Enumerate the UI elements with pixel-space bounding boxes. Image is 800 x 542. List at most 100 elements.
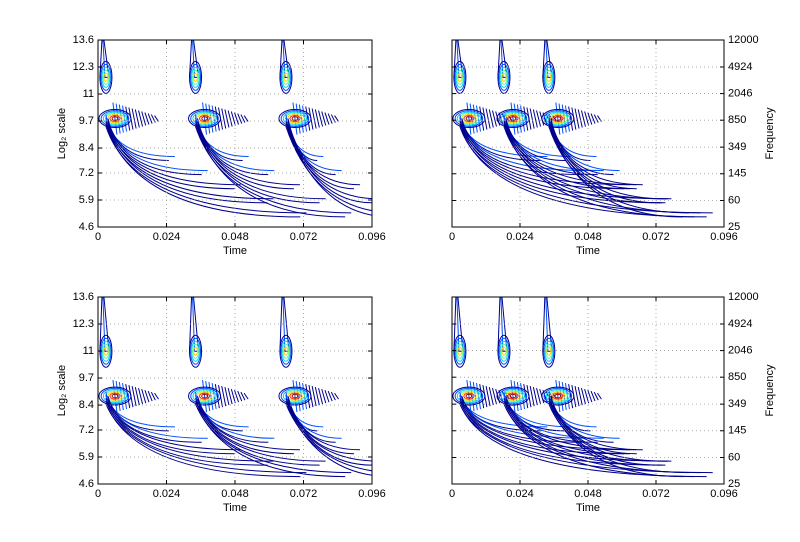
contour-blob	[547, 390, 568, 403]
contour-blob	[193, 72, 199, 82]
contour-blob	[196, 391, 213, 401]
contour-stripe	[334, 115, 339, 122]
contour-blob	[291, 393, 299, 399]
contour-blob	[498, 63, 510, 91]
contour-stripe	[324, 389, 330, 403]
contour-stripe	[590, 390, 596, 402]
contour-blob	[201, 116, 208, 121]
plot-area	[98, 40, 372, 218]
contour-tail	[197, 127, 320, 204]
contour-blob	[289, 392, 301, 400]
contour-stripe	[208, 382, 214, 411]
contour-stripe	[321, 111, 327, 126]
contour-blob	[287, 113, 303, 124]
contour-stripe	[227, 387, 233, 405]
contour-blob	[105, 112, 125, 125]
y-tick-label: 25	[728, 478, 740, 490]
contour-tail	[285, 126, 372, 212]
contour-stripe	[237, 113, 243, 124]
contour-blob	[550, 391, 566, 401]
contour-tail	[550, 118, 591, 162]
contour-tail	[505, 127, 663, 204]
contour-stripe	[112, 380, 118, 413]
contour-blob	[497, 60, 511, 94]
y-tick-label: 12000	[728, 291, 759, 303]
contour-tail	[197, 407, 346, 478]
contour-stripe	[305, 106, 311, 131]
contour-tail	[550, 124, 637, 190]
contour-stripe	[138, 387, 144, 405]
contour-blob	[103, 72, 109, 82]
y-tick-label: 5.9	[79, 451, 94, 463]
contour-blob	[457, 72, 463, 82]
contour-tail	[197, 130, 346, 218]
contour-stripe	[504, 391, 510, 401]
contour-stripe	[131, 386, 137, 407]
contour-blob	[543, 110, 573, 127]
y-tick-label: 12.3	[73, 61, 94, 73]
contour-stripe	[214, 384, 220, 409]
y-tick-label: 13.6	[73, 34, 94, 46]
contour-tail	[550, 130, 684, 218]
contour-stripe	[584, 388, 590, 404]
x-tick-label: 0.096	[710, 231, 738, 243]
x-tick-label: 0.048	[574, 231, 602, 243]
contour-stripe	[561, 382, 567, 411]
contour-tail	[287, 401, 355, 455]
x-tick-label: 0	[95, 488, 101, 500]
contour-blob	[278, 109, 312, 129]
contour-tail	[287, 398, 336, 443]
contour-blob	[453, 60, 467, 94]
contour-blob	[103, 346, 109, 356]
contour-blob	[554, 116, 562, 121]
contour-stripe	[202, 380, 208, 413]
y-tick-label: 11	[83, 345, 94, 357]
y-tick-label: 2046	[728, 344, 752, 356]
contour-blob	[281, 340, 291, 362]
contour-blob	[545, 389, 570, 404]
contour-blob	[542, 334, 556, 368]
y-tick-label: 9.7	[79, 372, 94, 384]
contour-blob	[109, 115, 121, 123]
contour-blob	[541, 109, 575, 129]
x-tick-label: 0.024	[506, 488, 534, 500]
contour-blob	[552, 392, 564, 400]
y-tick-label: 349	[728, 141, 746, 153]
y-tick-label: 11	[83, 88, 94, 100]
contour-blob	[496, 386, 530, 406]
contour-blob	[101, 66, 111, 88]
contour-blob	[456, 343, 464, 359]
contour-stripe	[118, 104, 124, 133]
contour-blob	[499, 340, 509, 362]
contour-stripe	[202, 102, 208, 135]
contour-blob	[545, 343, 553, 359]
y-tick-label: 4.6	[79, 478, 94, 490]
contour-stripe	[561, 104, 567, 133]
contour-stripe	[134, 109, 140, 128]
x-axis-label: Time	[576, 502, 600, 514]
contour-blob	[505, 391, 521, 401]
contour-blob	[199, 115, 211, 123]
contour-blob	[285, 112, 305, 125]
contour-stripe	[593, 114, 599, 123]
contour-blob	[453, 334, 467, 368]
contour-stripe	[472, 382, 478, 411]
contour-stripe	[574, 386, 580, 407]
x-tick-label: 0	[449, 231, 455, 243]
y-axis-label: Frequency	[764, 107, 776, 159]
contour-stripe	[234, 389, 240, 403]
contour-blob	[190, 387, 219, 405]
contour-stripe	[144, 112, 150, 125]
contour-blob	[463, 392, 475, 400]
y-axis-label: Log₂ scale	[56, 365, 68, 416]
contour-tail	[550, 404, 660, 466]
contour-tail	[197, 398, 269, 443]
contour-tail	[287, 121, 336, 176]
contour-stripe	[318, 110, 324, 127]
contour-blob	[458, 112, 479, 125]
contour-stripe	[125, 106, 131, 131]
contour-stripe	[125, 384, 131, 409]
contour-blob	[107, 113, 123, 124]
y-tick-label: 145	[728, 425, 746, 437]
